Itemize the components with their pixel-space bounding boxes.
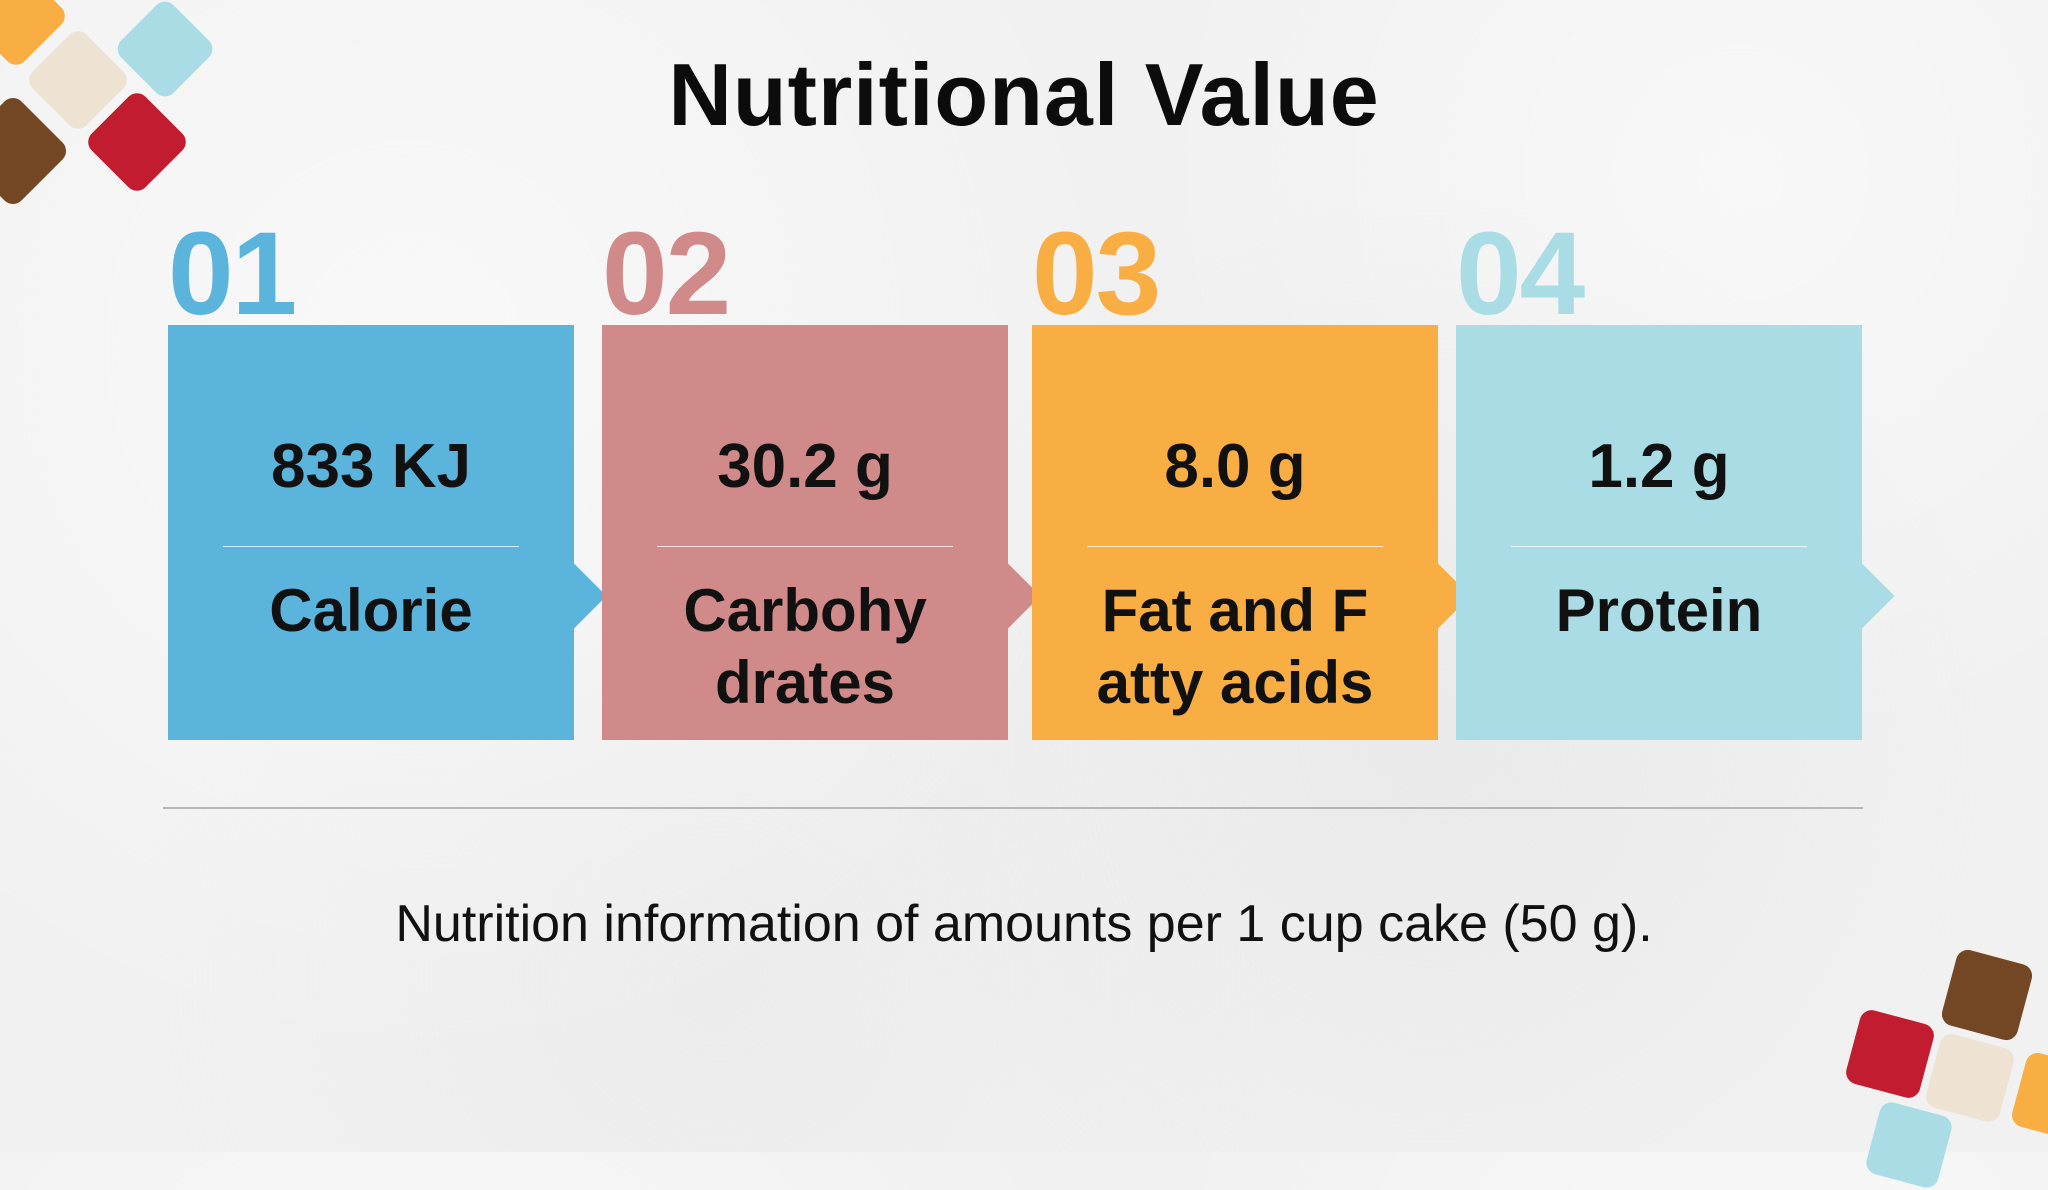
footnote: Nutrition information of amounts per 1 c… xyxy=(395,895,1653,953)
card-body: 1.2 g Protein xyxy=(1456,325,1895,740)
page-title: Nutritional Value xyxy=(668,45,1380,144)
card-number: 04 xyxy=(1456,208,1585,340)
card-value: 8.0 g xyxy=(1164,432,1306,501)
nutrient-card-protein: 04 1.2 g Protein xyxy=(1456,208,1916,746)
card-number: 03 xyxy=(1032,208,1161,340)
nutrient-card-carbohydrates: 02 30.2 g Carbohy drates xyxy=(602,208,1062,746)
card-value: 30.2 g xyxy=(717,432,893,501)
card-label: Fat and F atty acids xyxy=(1096,577,1374,716)
card-divider xyxy=(1087,546,1383,547)
card-divider xyxy=(657,546,953,547)
decor-tile-lightblue xyxy=(1863,1099,1955,1190)
card-label: Protein xyxy=(1555,577,1763,644)
decor-tile-orange xyxy=(2009,1050,2048,1142)
nutrient-card-calorie: 01 833 KJ Calorie xyxy=(168,208,628,746)
card-value: 1.2 g xyxy=(1588,432,1730,501)
section-divider xyxy=(163,807,1863,809)
decor-tile-cream xyxy=(1923,1031,2017,1125)
card-body: 30.2 g Carbohy drates xyxy=(602,325,1041,740)
card-number: 02 xyxy=(602,208,731,340)
card-value: 833 KJ xyxy=(271,432,471,501)
card-label: Carbohy drates xyxy=(683,577,927,716)
nutrient-card-fat: 03 8.0 g Fat and F atty acids xyxy=(1032,208,1492,746)
card-divider xyxy=(223,546,519,547)
card-body: 8.0 g Fat and F atty acids xyxy=(1032,325,1471,740)
decor-tile-red xyxy=(1843,1007,1937,1101)
card-label: Calorie xyxy=(269,577,473,644)
card-number: 01 xyxy=(168,208,297,340)
card-body: 833 KJ Calorie xyxy=(168,325,607,740)
card-divider xyxy=(1511,546,1807,547)
decor-tile-brown xyxy=(1939,947,2035,1043)
